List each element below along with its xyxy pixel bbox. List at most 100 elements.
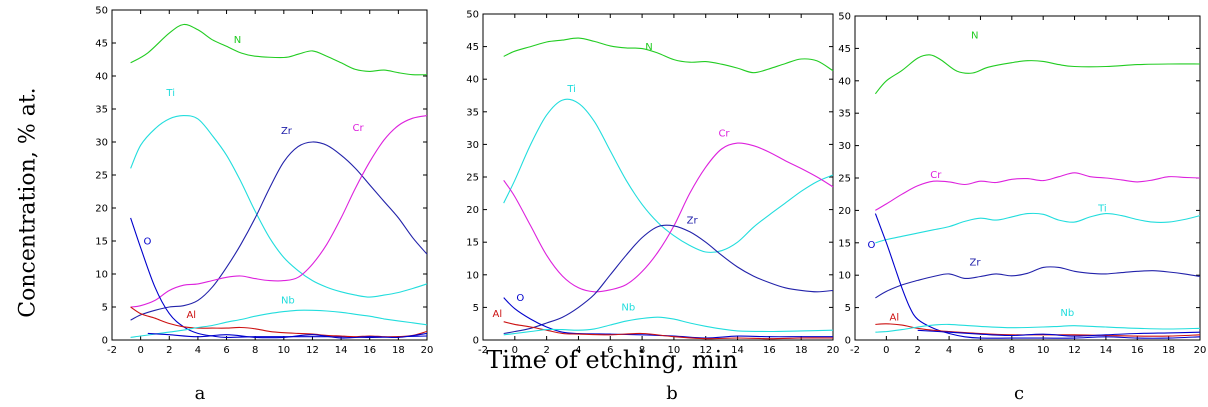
series-label-o: O: [516, 293, 524, 304]
x-tick-label: -2: [107, 345, 117, 356]
series-line-nb: [130, 309, 428, 338]
y-tick-label: 35: [466, 107, 479, 118]
x-tick-label: 0: [883, 345, 889, 356]
x-tick-label: 16: [763, 345, 776, 356]
y-tick-label: 20: [466, 205, 479, 216]
series-line-n: [874, 54, 1201, 95]
series-label-ti: Ti: [566, 84, 576, 95]
series-line-al: [503, 321, 834, 340]
x-tick-label: 8: [1009, 345, 1015, 356]
series-label-zr: Zr: [969, 257, 981, 268]
y-tick-label: 30: [466, 140, 479, 151]
series-line-al: [875, 323, 1201, 337]
panel-a: -2 0 2 4 6 8 10 12 14 16 18 2005101520253035404550N…: [95, 6, 433, 357]
y-tick-label: 5: [102, 303, 108, 314]
x-tick-label: 12: [699, 345, 712, 356]
y-tick-label: 50: [466, 10, 479, 21]
series-label-nb: Nb: [1060, 308, 1074, 319]
series-label-zr: Zr: [281, 126, 293, 137]
y-tick-label: 45: [838, 44, 851, 55]
x-tick-label: 4: [195, 345, 201, 356]
series-label-al: Al: [493, 309, 503, 320]
x-tick-label: -2: [850, 345, 860, 356]
x-tick-label: 10: [277, 345, 290, 356]
x-tick-label: 20: [827, 345, 840, 356]
series-line-ti: [503, 98, 834, 253]
series-line-o: [874, 213, 1201, 339]
series-line-o: [130, 217, 428, 338]
series-line-n: [503, 37, 834, 74]
series-line-zr: [130, 141, 428, 321]
x-tick-label: 4: [946, 345, 952, 356]
x-tick-label: 18: [392, 345, 405, 356]
series-line-zr: [503, 224, 834, 335]
x-tick-label: 6: [607, 345, 613, 356]
y-tick-label: 40: [95, 72, 108, 83]
y-tick-label: 10: [466, 270, 479, 281]
y-tick-label: 40: [838, 76, 851, 87]
x-tick-label: 8: [252, 345, 258, 356]
x-tick-label: 12: [306, 345, 319, 356]
x-tick-label: 6: [223, 345, 229, 356]
series-line-al: [130, 306, 428, 338]
series-line-cr: [130, 115, 428, 308]
y-tick-label: 0: [845, 336, 851, 347]
series-label-o: O: [144, 236, 152, 247]
x-tick-label: 10: [1037, 345, 1050, 356]
series-label-cr: Cr: [353, 123, 365, 134]
x-tick-label: 4: [575, 345, 581, 356]
plot-frame: [111, 9, 428, 341]
y-tick-label: 40: [466, 75, 479, 86]
y-tick-label: 25: [95, 171, 108, 182]
x-tick-label: 16: [1131, 345, 1144, 356]
series-label-al: Al: [890, 313, 900, 324]
series-label-n: N: [971, 31, 978, 42]
series-label-ti: Ti: [1097, 204, 1107, 215]
series-label-nb: Nb: [281, 296, 295, 307]
x-tick-label: 8: [639, 345, 645, 356]
y-axis-title: Concentration, % at.: [15, 87, 41, 318]
plot-frame: [482, 13, 834, 341]
x-tick-label: 16: [363, 345, 376, 356]
series-line-n: [130, 23, 428, 76]
series-line-o-tail: [917, 329, 1201, 337]
y-tick-label: 10: [95, 270, 108, 281]
x-tick-label: 14: [731, 345, 744, 356]
y-tick-label: 20: [95, 204, 108, 215]
series-label-cr: Cr: [718, 129, 730, 140]
panel-label-a: a: [194, 383, 206, 404]
y-tick-label: 35: [838, 109, 851, 120]
x-tick-label: 20: [1194, 345, 1207, 356]
y-tick-label: 15: [466, 238, 479, 249]
x-tick-label: 2: [915, 345, 921, 356]
series-line-o-tail: [147, 332, 428, 339]
y-tick-label: 5: [845, 303, 851, 314]
x-tick-label: 12: [1068, 345, 1081, 356]
y-tick-label: 25: [838, 174, 851, 185]
y-tick-label: 45: [95, 39, 108, 50]
x-tick-label: 20: [421, 345, 434, 356]
y-tick-label: 50: [838, 12, 851, 23]
series-line-zr: [875, 266, 1201, 299]
x-tick-label: 18: [795, 345, 808, 356]
x-tick-label: -2: [478, 345, 488, 356]
series-label-n: N: [234, 35, 241, 46]
x-tick-label: 18: [1162, 345, 1175, 356]
panel-c: -2 0 2 4 6 8 10 12 14 16 18 2005101520253035404550N…: [838, 12, 1206, 357]
y-tick-label: 45: [466, 42, 479, 53]
y-tick-label: 0: [102, 336, 108, 347]
y-tick-label: 5: [473, 303, 479, 314]
series-label-cr: Cr: [930, 170, 942, 181]
x-tick-label: 0: [512, 345, 518, 356]
x-tick-label: 2: [543, 345, 549, 356]
x-tick-label: 2: [166, 345, 172, 356]
y-tick-label: 15: [95, 237, 108, 248]
series-label-nb: Nb: [621, 303, 635, 314]
panel-b: -2 0 2 4 6 8 10 12 14 16 18 2005101520253035404550N…: [466, 10, 839, 357]
series-label-n: N: [645, 42, 652, 53]
y-tick-label: 30: [838, 141, 851, 152]
series-line-ti: [130, 115, 428, 298]
x-tick-label: 0: [137, 345, 143, 356]
y-tick-label: 15: [838, 238, 851, 249]
